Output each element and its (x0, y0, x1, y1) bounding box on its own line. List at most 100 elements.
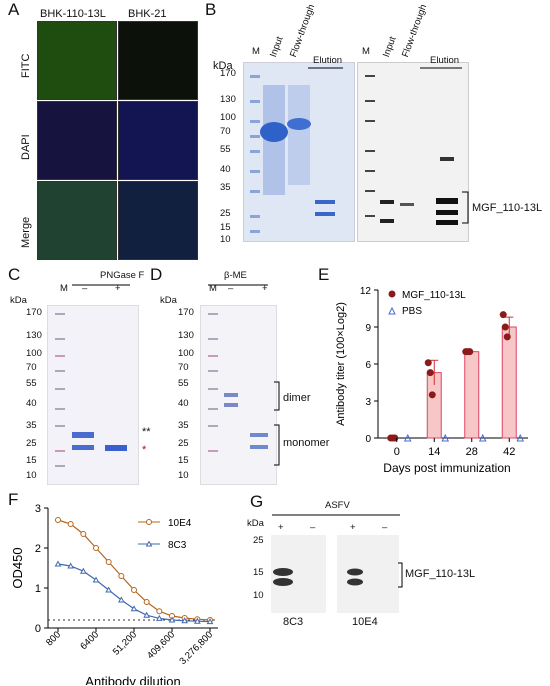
g-band-label: MGF_110-13L (405, 568, 476, 580)
d-dimer-label: dimer (283, 392, 311, 404)
c-mark-deglyco: * (142, 444, 147, 456)
f-xlabel: Antibody dilution (85, 674, 180, 685)
micrograph-fitc-bhk-21 (118, 21, 198, 100)
f-point-10E4 (93, 545, 99, 551)
gel-d (200, 305, 277, 485)
f-xtick-label: 3,276,800 (177, 629, 215, 667)
b-marker-170: 170 (220, 68, 236, 79)
f-point-8C3 (54, 560, 62, 567)
micrograph-merge-bhk-110-13l (37, 181, 117, 260)
e-legend-1: MGF_110-13L (402, 290, 466, 301)
e-bar (501, 326, 517, 439)
c-marker-25: 25 (26, 438, 37, 449)
c-marker-10: 10 (26, 470, 37, 481)
f-point-8C3 (117, 596, 125, 603)
d-monomer-label: monomer (283, 437, 330, 449)
c-marker-130: 130 (26, 330, 42, 341)
g-blot-10e4: 10E4 (352, 616, 378, 628)
d-marker-15: 15 (178, 455, 189, 466)
d-marker-25: 25 (178, 438, 189, 449)
c-mark-glyco: ** (142, 426, 151, 438)
panel-a-col-2: BHK-21 (128, 8, 167, 20)
panel-a-row-dapi: DAPI (20, 134, 32, 160)
western-bands (365, 75, 458, 225)
e-ytick-label: 6 (365, 360, 371, 371)
panel-e-label: E (318, 265, 330, 284)
c-marker-40: 40 (26, 398, 37, 409)
f-ytick-label: 2 (35, 543, 41, 555)
g-title: ASFV (325, 500, 350, 511)
f-point-10E4 (143, 599, 150, 605)
c-marker-70: 70 (26, 362, 37, 373)
f-point-8C3 (168, 616, 176, 623)
b-band-label: MGF_110-13L (472, 202, 543, 214)
d-lane-plus: + (262, 283, 268, 294)
e-ylabel: Antibody titer (100×Log2) (335, 302, 347, 426)
f-legend-marker-2 (145, 540, 153, 547)
panel-d-label: D (150, 265, 163, 284)
e-pbs-point (516, 433, 525, 442)
e-xlabel: Days post immunization (383, 461, 510, 475)
b-marker-55: 55 (220, 144, 231, 155)
panel-f-label: F (8, 490, 19, 509)
c-marker-100: 100 (26, 348, 42, 359)
b-lane-elution-right: Elution (430, 55, 460, 66)
e-xtick-label: 28 (466, 446, 478, 458)
f-ytick-label: 3 (35, 503, 41, 515)
e-point (501, 323, 509, 331)
panel-b-kda: kDa (213, 60, 233, 72)
c-kda: kDa (10, 295, 27, 306)
e-point (499, 311, 507, 319)
f-xtick-label: 409,600 (145, 629, 177, 661)
panel-a-row-fitc: FITC (20, 53, 32, 78)
f-point-10E4 (67, 521, 74, 527)
b-lane-m-right: M (362, 46, 370, 57)
f-legend-1: 10E4 (168, 518, 192, 529)
panel-g-label: G (250, 492, 264, 511)
f-point-10E4 (118, 573, 125, 579)
f-legend-marker-1 (146, 519, 152, 525)
g-lane-plus-1: + (278, 522, 284, 533)
d-lane-m: M (209, 283, 217, 294)
b-marker-100: 100 (220, 112, 236, 123)
f-point-8C3 (67, 562, 75, 569)
e-bar (464, 351, 480, 439)
f-xtick-label: 51,200 (111, 629, 139, 657)
e-pbs-point (478, 433, 487, 442)
f-point-8C3 (130, 605, 138, 612)
d-marker-55: 55 (178, 378, 189, 389)
e-point (428, 391, 436, 399)
d-marker-40: 40 (178, 398, 189, 409)
g-marker-15: 15 (253, 567, 264, 578)
g-kda: kDa (247, 518, 264, 529)
b-marker-70: 70 (220, 126, 231, 137)
d-marker-170: 170 (178, 307, 194, 318)
micrograph-dapi-bhk-110-13l (37, 101, 117, 180)
g-lane-minus-1: – (310, 522, 316, 533)
e-point (466, 348, 474, 356)
f-ylabel: OD450 (10, 547, 25, 588)
c-marker-170: 170 (26, 307, 42, 318)
panel-g-annotations (271, 514, 403, 613)
f-point-10E4 (105, 559, 112, 565)
b-marker-10: 10 (220, 234, 231, 245)
d-marker-10: 10 (178, 470, 189, 481)
g-lane-minus-2: – (382, 522, 388, 533)
e-point (424, 359, 432, 367)
g-marker-10: 10 (253, 590, 264, 601)
c-marker-15: 15 (26, 455, 37, 466)
g-lane-plus-2: + (350, 522, 356, 533)
e-legend-2: PBS (402, 306, 422, 317)
d-marker-130: 130 (178, 330, 194, 341)
b-marker-15: 15 (220, 222, 231, 233)
b-marker-40: 40 (220, 164, 231, 175)
micrograph-dapi-bhk-21 (118, 101, 198, 180)
f-ytick-label: 1 (35, 583, 41, 595)
f-point-8C3 (181, 617, 189, 624)
f-xtick-label: 800 (44, 629, 63, 648)
f-point-10E4 (156, 608, 163, 615)
panel-a-row-merge: Merge (20, 216, 32, 248)
panel-d-annotations (208, 284, 280, 466)
c-title: PNGase F (100, 270, 145, 281)
e-point (426, 369, 434, 377)
